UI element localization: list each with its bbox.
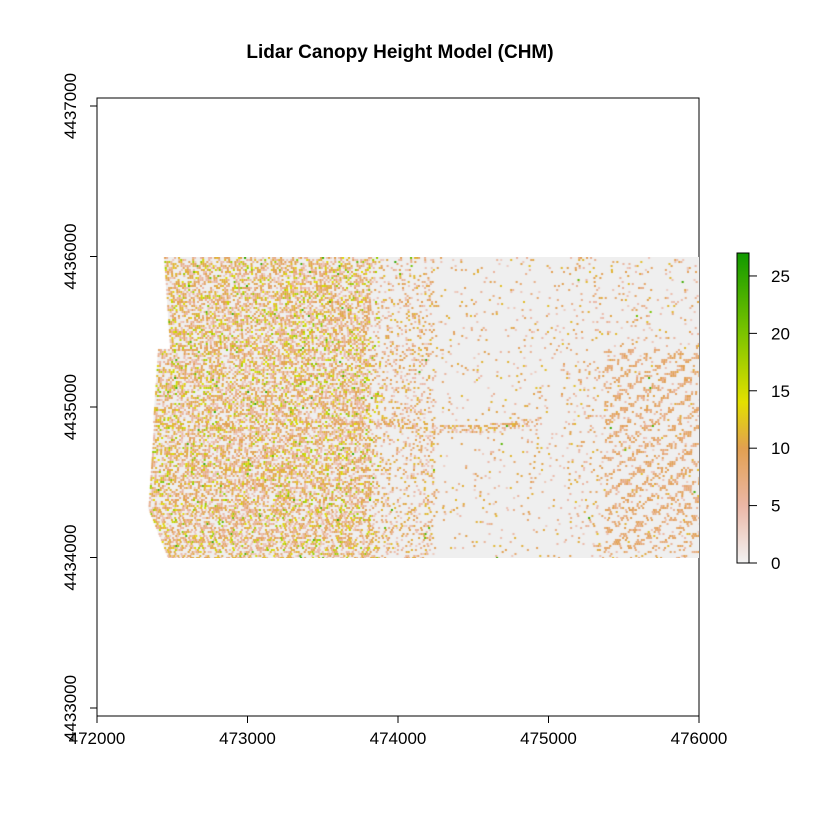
y-tick-label: 4434000 [61,524,80,590]
legend-tick-label: 0 [771,554,780,573]
x-tick-label: 472000 [69,729,126,748]
x-tick-label: 473000 [219,729,276,748]
legend-colorbar [736,252,750,564]
legend-tick-label: 5 [771,497,780,516]
legend-tick-label: 10 [771,439,790,458]
chm-raster [146,256,699,558]
y-tick-label: 4433000 [61,675,80,741]
legend: 0 5 10 15 20 25 [749,267,790,573]
legend-tick-label: 25 [771,267,790,286]
y-tick-label: 4435000 [61,374,80,440]
x-axis: 472000 473000 474000 475000 476000 [69,715,728,748]
legend-tick-label: 15 [771,382,790,401]
y-axis: 4433000 4434000 4435000 4436000 4437000 [61,73,98,741]
chart-title: Lidar Canopy Height Model (CHM) [246,42,553,63]
x-tick-label: 476000 [671,729,728,748]
y-tick-label: 4436000 [61,223,80,289]
x-tick-label: 474000 [370,729,427,748]
legend-tick-label: 20 [771,324,790,343]
y-tick-label: 4437000 [61,73,80,139]
x-tick-label: 475000 [520,729,577,748]
